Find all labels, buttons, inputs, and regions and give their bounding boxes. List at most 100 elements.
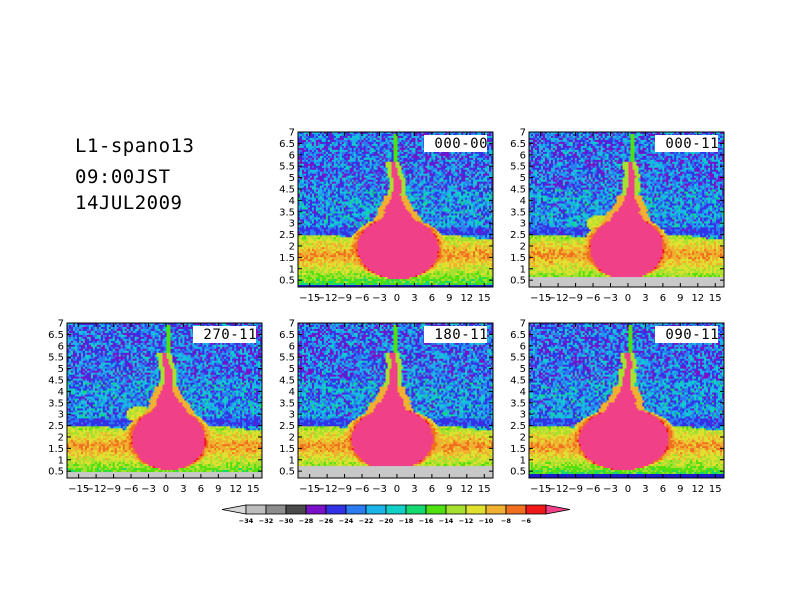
heatmap-panel: 0.511.522.533.544.555.566.57−15−12 −9 −6 −3… xyxy=(510,128,725,304)
panel-label: 000-11 xyxy=(665,136,719,152)
x-tick-label: 6 xyxy=(429,293,435,304)
panel-label: 180-11 xyxy=(434,327,488,343)
y-tick-label: 6.5 xyxy=(48,330,64,341)
y-tick-label: 3 xyxy=(289,410,295,421)
header-time: 09:00JST xyxy=(75,166,171,188)
colorbar-tick-label: −22 xyxy=(359,517,374,525)
y-tick-label: 3.5 xyxy=(510,207,526,218)
y-tick-label: 3 xyxy=(520,219,526,230)
colorbar-tick-label: −16 xyxy=(419,517,434,525)
x-tick-label: −9 xyxy=(106,484,121,495)
x-tick-label: −6 xyxy=(355,293,370,304)
colorbar-tick-label: −32 xyxy=(259,517,274,525)
y-tick-label: 4.5 xyxy=(279,184,295,195)
y-tick-label: 2 xyxy=(58,432,64,443)
y-tick-label: 5 xyxy=(520,364,526,375)
colorbar-tick-label: −10 xyxy=(479,517,494,525)
colorbar-swatch xyxy=(265,504,287,515)
y-tick-label: 2 xyxy=(520,432,526,443)
panel-grid: 0.511.522.533.544.555.566.57−15−12 −9 −6 −3… xyxy=(48,128,725,495)
x-tick-label: 3 xyxy=(411,484,417,495)
y-tick-label: 5 xyxy=(520,173,526,184)
heatmap-panel: 0.511.522.533.544.555.566.57−15−12 −9 −6 −3… xyxy=(279,128,494,304)
x-tick-label: −3 xyxy=(603,293,618,304)
y-tick-label: 7 xyxy=(289,128,295,139)
y-tick-label: 0.5 xyxy=(279,276,295,287)
y-tick-label: 5.5 xyxy=(48,353,64,364)
y-tick-label: 7 xyxy=(520,128,526,139)
y-tick-label: 1 xyxy=(520,264,526,275)
colorbar-swatch xyxy=(345,504,367,515)
header-date: 14JUL2009 xyxy=(75,192,182,214)
colorbar-tick-label: −18 xyxy=(399,517,414,525)
y-tick-label: 1.5 xyxy=(48,444,64,455)
y-tick-label: 0.5 xyxy=(510,467,526,478)
x-tick-label: 15 xyxy=(709,293,722,304)
y-tick-label: 1 xyxy=(289,455,295,466)
x-tick-label: −9 xyxy=(337,293,352,304)
x-tick-label: −15 xyxy=(68,484,89,495)
y-tick-label: 5.5 xyxy=(510,353,526,364)
x-tick-label: −12 xyxy=(548,484,569,495)
x-tick-label: 9 xyxy=(677,484,683,495)
y-tick-label: 1 xyxy=(520,455,526,466)
x-tick-label: −9 xyxy=(568,484,583,495)
y-tick-label: 6.5 xyxy=(510,330,526,341)
y-tick-label: 5.5 xyxy=(279,162,295,173)
colorbar-swatch xyxy=(365,504,387,515)
y-tick-label: 1.5 xyxy=(279,444,295,455)
colorbar-tick-label: −30 xyxy=(279,517,294,525)
colorbar-tick-label: −6 xyxy=(521,517,531,525)
figure-header: L1-spano13 09:00JST 14JUL2009 xyxy=(75,135,194,214)
y-tick-label: 6 xyxy=(58,341,64,352)
panel-frame xyxy=(528,322,725,479)
y-tick-label: 1.5 xyxy=(279,253,295,264)
x-tick-label: −9 xyxy=(337,484,352,495)
y-tick-label: 2.5 xyxy=(279,230,295,241)
x-tick-label: 3 xyxy=(642,293,648,304)
y-tick-label: 3.5 xyxy=(279,398,295,409)
x-tick-label: 12 xyxy=(460,484,473,495)
y-tick-label: 4 xyxy=(289,387,295,398)
y-tick-label: 4 xyxy=(289,196,295,207)
y-tick-label: 5.5 xyxy=(279,353,295,364)
x-tick-label: −15 xyxy=(530,484,551,495)
x-tick-label: −3 xyxy=(372,293,387,304)
x-tick-label: 12 xyxy=(691,484,704,495)
colorbar-low-arrow xyxy=(221,504,247,515)
colorbar-swatch xyxy=(325,504,347,515)
x-tick-label: 6 xyxy=(660,293,666,304)
panel-label: 270-11 xyxy=(203,327,257,343)
header-title: L1-spano13 xyxy=(75,135,194,157)
x-tick-label: −15 xyxy=(530,293,551,304)
heatmap-field xyxy=(529,132,724,287)
colorbar-tick-label: −8 xyxy=(501,517,511,525)
colorbar-swatch xyxy=(505,504,527,515)
y-tick-label: 4 xyxy=(58,387,64,398)
y-tick-label: 3 xyxy=(289,219,295,230)
x-tick-label: −15 xyxy=(299,293,320,304)
y-tick-label: 2 xyxy=(520,241,526,252)
x-tick-label: 0 xyxy=(625,484,631,495)
x-tick-label: 9 xyxy=(215,484,221,495)
panel-label: 090-11 xyxy=(665,327,719,343)
x-tick-label: 3 xyxy=(411,293,417,304)
x-tick-label: −3 xyxy=(603,484,618,495)
x-tick-label: 15 xyxy=(247,484,260,495)
y-tick-label: 6.5 xyxy=(279,330,295,341)
heatmap-field xyxy=(529,323,724,478)
colorbar-swatch xyxy=(385,504,407,515)
colorbar-swatch xyxy=(425,504,447,515)
heatmap-field xyxy=(67,323,262,478)
x-tick-label: 15 xyxy=(478,293,491,304)
heatmap-panel: 0.511.522.533.544.555.566.57−15−12 −9 −6 −3… xyxy=(510,319,725,495)
panel-frame xyxy=(66,322,263,479)
panel-frame xyxy=(297,131,494,288)
x-tick-label: 0 xyxy=(163,484,169,495)
x-tick-label: −6 xyxy=(586,293,601,304)
panel-frame xyxy=(528,131,725,288)
y-tick-label: 5 xyxy=(289,173,295,184)
x-tick-label: 0 xyxy=(394,293,400,304)
heatmap-field xyxy=(298,132,493,287)
y-tick-label: 0.5 xyxy=(510,276,526,287)
